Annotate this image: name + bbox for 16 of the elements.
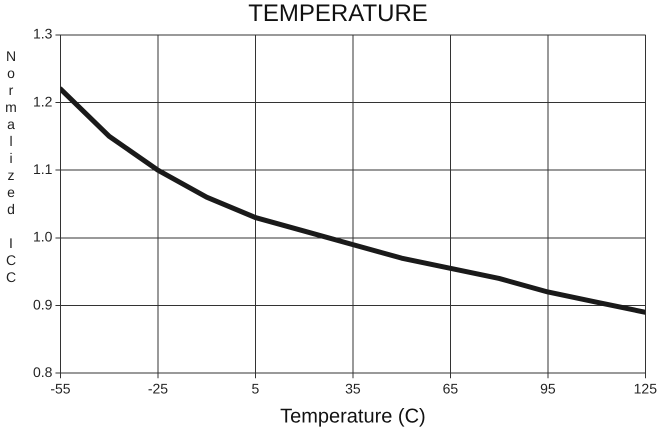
x-tick-label: -25 xyxy=(148,380,168,396)
x-tick-label: 35 xyxy=(345,380,361,396)
x-tick-label: -55 xyxy=(50,380,71,396)
x-axis-title: Temperature (C) xyxy=(280,406,426,428)
y-tick-label: 1.2 xyxy=(32,93,53,110)
x-tick-label: 95 xyxy=(540,380,556,396)
y-tick-label: 1.3 xyxy=(32,26,53,42)
y-tick-label: 0.8 xyxy=(32,364,53,380)
y-tick-label: 1.0 xyxy=(32,228,53,245)
x-tick-label: 5 xyxy=(252,380,260,396)
y-tick-label: 1.1 xyxy=(32,161,53,178)
y-tick-label: 0.9 xyxy=(32,296,53,312)
x-tick-label: 125 xyxy=(634,380,658,396)
x-tick-label: 65 xyxy=(442,380,458,396)
y-axis-title: Normalized ICC xyxy=(3,48,19,286)
chart-title: TEMPERATURE xyxy=(248,0,428,28)
